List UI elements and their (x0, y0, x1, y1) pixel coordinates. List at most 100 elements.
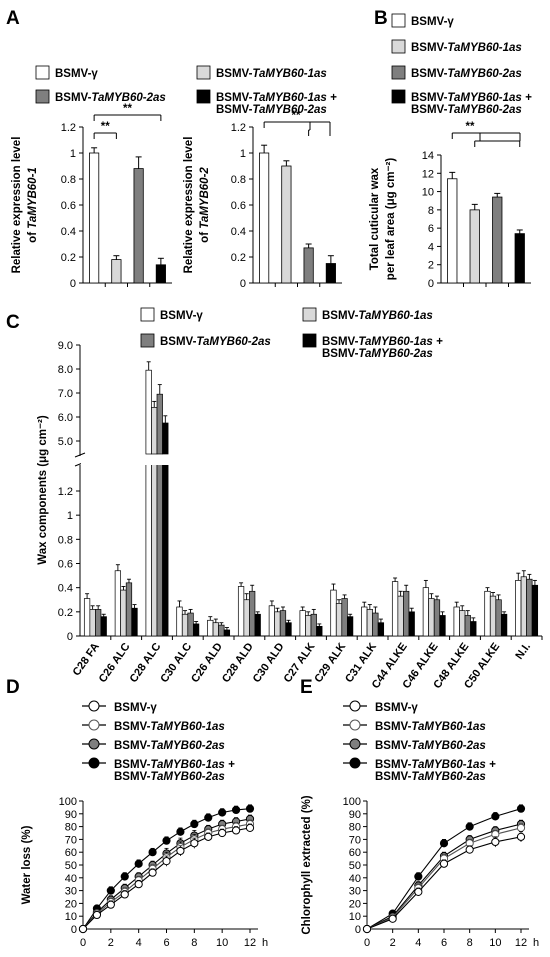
bar (310, 613, 317, 637)
bar (249, 590, 256, 637)
data-point (162, 857, 171, 866)
bar (346, 616, 354, 637)
legend-swatch (302, 333, 317, 348)
bar (111, 259, 122, 284)
y-tick-label: 7.0 (58, 388, 73, 400)
bar (447, 178, 458, 284)
bar (268, 605, 276, 637)
legend-swatch (391, 39, 406, 54)
legend-marker (88, 700, 100, 712)
data-point (245, 804, 255, 813)
bar (83, 598, 91, 637)
bar (176, 606, 183, 637)
y-tick-label: 10 (65, 911, 77, 923)
x-tick-label: 2 (390, 937, 396, 949)
bar (408, 611, 415, 637)
data-point (204, 832, 213, 841)
y-axis-label: of TaMYB60-2 (199, 167, 211, 243)
y-tick-label: 0.6 (58, 559, 73, 571)
y-tick-label: 1.2 (61, 122, 76, 134)
legend-swatch (35, 89, 50, 104)
y-tick-label: 9.0 (58, 340, 73, 352)
bar (433, 599, 441, 637)
data-point (439, 859, 449, 868)
bar (531, 584, 539, 637)
legend-label: BSMV-TaMYB60-1as (411, 42, 522, 54)
y-tick-label: 1.2 (231, 122, 246, 134)
y-tick-label: 0 (355, 924, 361, 936)
bar (114, 570, 122, 637)
x-category-label: N.I. (513, 641, 533, 662)
legend-label: BSMV-γ (114, 702, 157, 714)
bar (237, 586, 245, 637)
panel-label-b: B (374, 8, 388, 29)
y-tick-label: 10 (422, 187, 434, 199)
bar (366, 609, 373, 637)
x-tick-label: 8 (467, 937, 473, 949)
panel-label-d: D (6, 677, 20, 698)
bar (422, 587, 430, 637)
x-tick-label: 8 (191, 937, 197, 949)
legend-marker (88, 719, 100, 731)
y-tick-label: 6.0 (58, 412, 73, 424)
bar (459, 610, 466, 637)
bar (162, 422, 169, 455)
data-point (106, 886, 115, 895)
data-point (414, 872, 423, 881)
axis-break-mark (74, 452, 86, 458)
data-point (516, 823, 526, 832)
y-tick-label: 0.4 (58, 583, 73, 595)
data-point (516, 804, 526, 813)
bar (89, 609, 96, 637)
bar (492, 196, 503, 284)
y-tick-label: 0.6 (231, 200, 246, 212)
legend-label: BSMV-TaMYB60-2as (375, 740, 486, 752)
legend-label: BSMV-γ (375, 702, 418, 714)
bar (259, 152, 270, 284)
bar (453, 606, 460, 637)
y-tick-label: 1.2 (58, 486, 73, 498)
data-point (190, 839, 199, 848)
legend-swatch (391, 13, 406, 28)
legend-label: BSMV-TaMYB60-2as (411, 104, 522, 116)
x-tick-label: 12 (515, 937, 527, 949)
bar (145, 369, 152, 455)
legend-swatch (35, 65, 50, 80)
data-point (106, 900, 115, 909)
y-axis-label: Water loss (%) (21, 825, 33, 904)
data-point (245, 823, 255, 832)
y-axis-label: Wax components (μg cm⁻²) (37, 415, 49, 565)
bar (279, 610, 287, 637)
legend-label: BSMV-TaMYB60-2as (375, 771, 486, 783)
data-point (218, 828, 227, 838)
y-tick-label: 0.2 (58, 607, 73, 619)
legend-marker (349, 719, 361, 731)
bar (299, 610, 306, 637)
bar (403, 590, 410, 637)
bar (341, 598, 348, 637)
bar (254, 613, 261, 637)
y-tick-label: 0.8 (231, 174, 246, 186)
data-point (414, 887, 423, 896)
bar (192, 623, 200, 637)
x-tick-label: 10 (489, 937, 501, 949)
data-point (491, 837, 500, 847)
legend-label: BSMV-TaMYB60-1as + (216, 92, 337, 104)
y-axis-label: per leaf area (μg cm⁻²) (385, 158, 397, 281)
bar (187, 612, 194, 637)
bar (218, 624, 225, 637)
legend-swatch (302, 307, 317, 322)
significance-mark: ** (123, 103, 132, 115)
legend-swatch (391, 89, 406, 104)
y-tick-label: 2 (428, 260, 434, 272)
x-tick-label: 10 (216, 937, 228, 949)
bar (439, 615, 446, 637)
bar (162, 460, 169, 637)
y-tick-label: 1 (67, 510, 73, 522)
legend-swatch (140, 307, 155, 322)
data-point (439, 839, 449, 848)
data-point (134, 859, 143, 868)
bar (207, 619, 214, 637)
bar (464, 615, 471, 637)
